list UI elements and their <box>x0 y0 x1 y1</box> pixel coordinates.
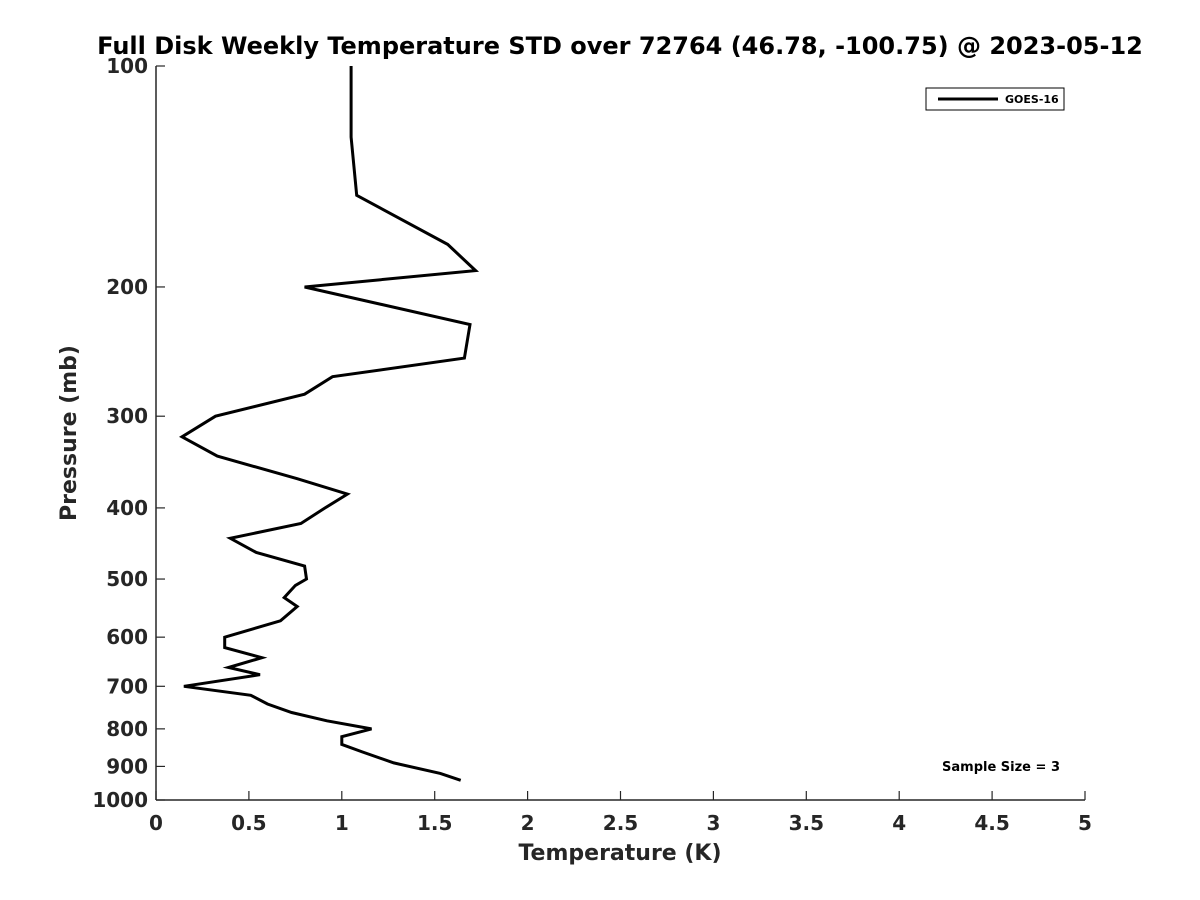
x-tick-label: 3 <box>706 811 720 835</box>
y-axis-ticks: 100 200 300 400 500 600 700 800 900 1000 <box>92 54 165 812</box>
x-tick-label: 5 <box>1078 811 1092 835</box>
y-tick-label: 100 <box>106 54 148 78</box>
x-tick-label: 2.5 <box>603 811 638 835</box>
legend: GOES-16 <box>925 87 1065 111</box>
sample-size-annotation: Sample Size = 3 <box>942 760 1060 775</box>
legend-label-goes-16: GOES-16 <box>1005 93 1059 106</box>
x-tick-label: 4.5 <box>974 811 1009 835</box>
x-tick-label: 0 <box>149 811 163 835</box>
x-tick-label: 4 <box>892 811 906 835</box>
x-axis-label: Temperature (K) <box>518 841 721 866</box>
axes <box>155 66 1085 801</box>
series-line-goes-16 <box>179 66 480 782</box>
y-axis-label: Pressure (mb) <box>57 345 82 521</box>
y-tick-label: 400 <box>106 496 148 520</box>
y-tick-label: 500 <box>106 567 148 591</box>
y-tick-label: 600 <box>106 625 148 649</box>
y-tick-label: 300 <box>106 404 148 428</box>
x-tick-label: 1.5 <box>417 811 452 835</box>
y-tick-label: 1000 <box>92 788 148 812</box>
x-tick-label: 2 <box>521 811 535 835</box>
y-tick-label: 700 <box>106 674 148 698</box>
y-tick-label: 800 <box>106 717 148 741</box>
x-tick-label: 0.5 <box>231 811 266 835</box>
series-layer <box>179 66 480 782</box>
chart-title: Full Disk Weekly Temperature STD over 72… <box>97 32 1143 60</box>
y-tick-label: 200 <box>106 275 148 299</box>
x-tick-label: 1 <box>335 811 349 835</box>
x-tick-label: 3.5 <box>789 811 824 835</box>
y-tick-label: 900 <box>106 754 148 778</box>
x-axis-ticks: 0 0.5 1 1.5 2 2.5 3 3.5 4 4.5 5 <box>149 791 1092 835</box>
